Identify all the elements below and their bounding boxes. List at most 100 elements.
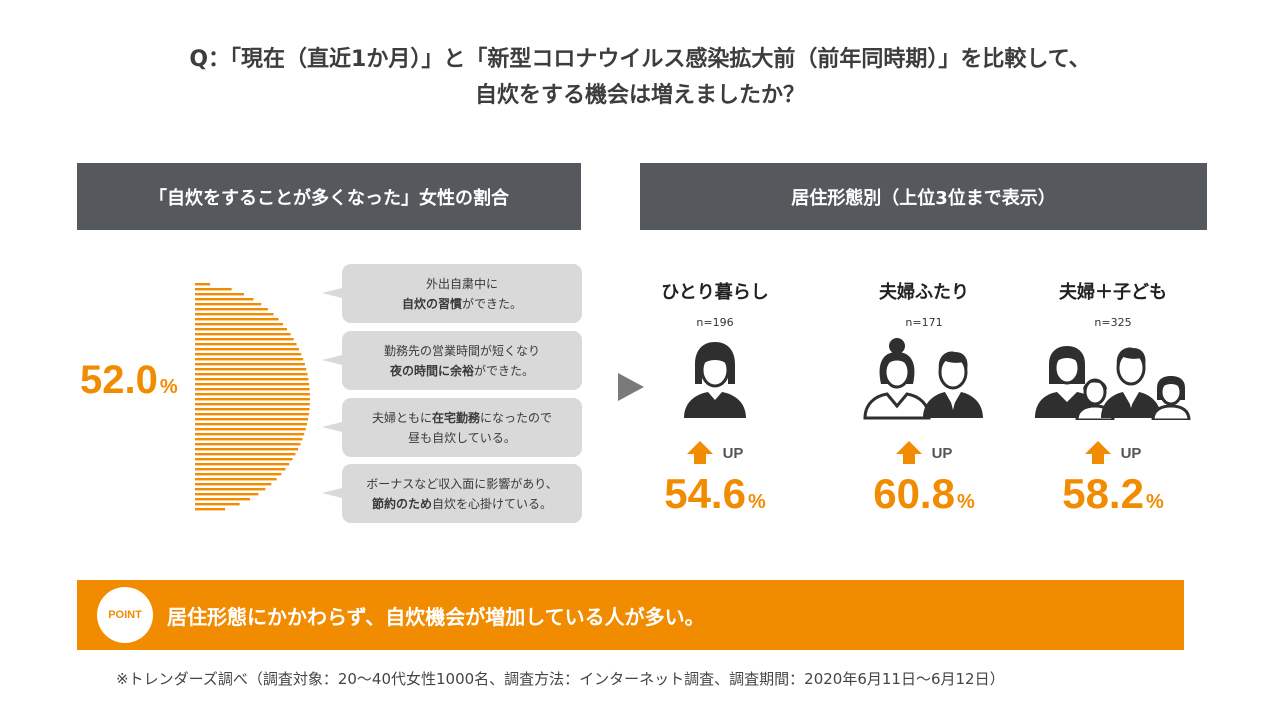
pie-stripe	[195, 323, 284, 326]
group-percent: 54.6%	[620, 470, 810, 518]
group-label: 夫婦＋子ども	[1059, 282, 1167, 303]
point-bar: POINT 居住形態にかかわらず、自炊機会が増加している人が多い。	[77, 580, 1184, 650]
group-sample-size: n=325	[1094, 316, 1132, 329]
question-title: Q：「現在（直近1か月）」と「新型コロナウイルス感染拡大前（前年同時期）」を比較…	[0, 42, 1280, 114]
girl-icon	[1151, 376, 1191, 420]
overall-percent: 52.0%	[80, 358, 178, 403]
pie-stripe	[195, 438, 303, 441]
pie-stripe	[195, 348, 300, 351]
question-line-1: Q：「現在（直近1か月）」と「新型コロナウイルス感染拡大前（前年同時期）」を比較…	[189, 47, 1091, 72]
pie-stripe	[195, 468, 286, 471]
group-label: 夫婦ふたり	[879, 282, 969, 303]
pie-stripe	[195, 448, 299, 451]
pie-stripe	[195, 433, 305, 436]
pie-stripe	[195, 288, 232, 291]
pie-stripe	[195, 373, 308, 376]
pie-stripe	[195, 428, 306, 431]
group-percent-unit: %	[747, 491, 766, 513]
group-couple: 夫婦ふたり n=171 UP 60.8%	[829, 280, 1019, 518]
comment-bubble-4: ボーナスなど収入面に影響があり、 節約のため自炊を心掛けている。	[322, 464, 582, 523]
footnote: ※トレンダーズ調べ（調査対象：20～40代女性1000名、調査方法：インターネッ…	[116, 670, 1005, 688]
group-percent-value: 58.2	[1062, 470, 1144, 517]
pie-stripe	[195, 358, 304, 361]
bubble-1-line2-bold: 自炊の習慣	[401, 296, 462, 311]
group-percent: 58.2%	[1018, 470, 1208, 518]
pie-stripe	[195, 473, 282, 476]
pie-stripe	[195, 308, 268, 311]
group-family: 夫婦＋子ども n=325	[1018, 280, 1208, 518]
bubble-1-line2: ができた。	[462, 296, 523, 311]
overall-percent-unit: %	[159, 376, 178, 398]
pie-stripe	[195, 368, 307, 371]
bubble-3-line1-post: になったので	[480, 410, 553, 425]
up-arrow-icon	[686, 440, 713, 464]
pie-stripe	[195, 338, 294, 341]
pie-stripe	[195, 463, 290, 466]
pie-stripe	[195, 403, 310, 406]
bubble-4-line2-bold: 節約のため	[371, 496, 432, 511]
right-panel-header: 居住形態別（上位3位まで表示）	[640, 163, 1207, 230]
pie-stripe	[195, 298, 254, 301]
group-percent-unit: %	[956, 491, 975, 513]
pie-stripe	[195, 423, 308, 426]
group-single: ひとり暮らし n=196 UP 54.6%	[620, 280, 810, 518]
comment-bubble-2: 勤務先の営業時間が短くなり 夜の時間に余裕ができた。	[322, 331, 582, 390]
up-label: UP	[722, 444, 744, 462]
group-percent-value: 54.6	[664, 470, 746, 517]
left-panel-header: 「自炊をすることが多くなった」女性の割合	[77, 163, 581, 230]
bubble-4-line2: 自炊を心掛けている。	[432, 496, 553, 511]
pie-stripe	[195, 318, 279, 321]
overall-percent-value: 52.0	[80, 358, 158, 402]
pie-stripe	[195, 488, 266, 491]
pie-stripe	[195, 443, 301, 446]
pie-stripe	[195, 413, 309, 416]
pie-stripe	[195, 378, 309, 381]
pie-stripe	[195, 393, 310, 396]
bubble-2-line2: ができた。	[474, 363, 535, 378]
up-arrow-icon	[895, 440, 922, 464]
up-label: UP	[1120, 444, 1142, 462]
arrow-right-icon	[618, 373, 644, 401]
pie-stripe	[195, 418, 309, 421]
pie-stripe	[195, 283, 211, 286]
group-percent: 60.8%	[829, 470, 1019, 518]
pie-stripe	[195, 398, 310, 401]
pie-stripe	[195, 408, 310, 411]
pie-stripe	[195, 383, 310, 386]
group-percent-value: 60.8	[873, 470, 955, 517]
bubble-3-line1-pre: 夫婦ともに	[371, 410, 432, 425]
half-pie-chart	[195, 283, 310, 511]
pie-stripe	[195, 328, 287, 331]
bubble-2-line2-bold: 夜の時間に余裕	[389, 363, 474, 378]
pie-stripe	[195, 498, 250, 501]
question-line-2: 自炊をする機会は増えましたか？	[474, 83, 805, 108]
couple-icon	[863, 338, 983, 420]
pie-stripe	[195, 453, 296, 456]
comment-bubble-1: 外出自粛中に 自炊の習慣ができた。	[322, 264, 582, 323]
bubble-3-line1-bold: 在宅勤務	[431, 410, 480, 425]
man-icon	[923, 351, 983, 418]
group-sample-size: n=196	[696, 316, 734, 329]
family-icon	[1035, 346, 1191, 420]
group-label: ひとり暮らし	[661, 282, 769, 303]
woman-icon	[863, 338, 931, 420]
pie-stripe	[195, 483, 272, 486]
woman-icon	[1035, 346, 1099, 418]
pie-stripe	[195, 363, 305, 366]
pie-stripe	[195, 503, 240, 506]
pie-stripe	[195, 313, 274, 316]
up-arrow-icon	[1084, 440, 1111, 464]
group-sample-size: n=171	[905, 316, 943, 329]
bubble-1-line1: 外出自粛中に	[425, 276, 498, 291]
point-badge: POINT	[97, 587, 153, 643]
pie-stripe	[195, 353, 302, 356]
pie-stripe	[195, 293, 245, 296]
bubble-2-line1: 勤務先の営業時間が短くなり	[383, 343, 540, 358]
group-percent-unit: %	[1145, 491, 1164, 513]
pie-stripe	[195, 508, 226, 511]
up-label: UP	[931, 444, 953, 462]
woman-icon	[684, 342, 746, 418]
comment-bubble-3: 夫婦ともに在宅勤務になったので 昼も自炊している。	[322, 398, 582, 457]
point-text: 居住形態にかかわらず、自炊機会が増加している人が多い。	[167, 604, 705, 629]
pie-stripe	[195, 458, 293, 461]
